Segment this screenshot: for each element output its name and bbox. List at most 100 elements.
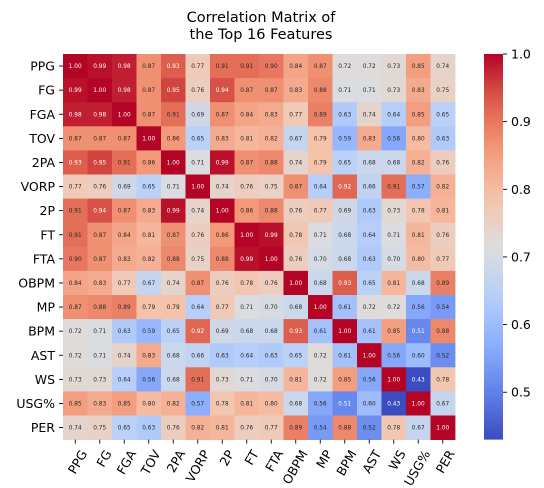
cell-value-label: 0.69 bbox=[216, 329, 229, 335]
heatmap-cell bbox=[87, 295, 113, 320]
heatmap-cell bbox=[406, 367, 431, 392]
heatmap-cell bbox=[308, 102, 333, 127]
heatmap-cell bbox=[332, 270, 358, 296]
heatmap-cell bbox=[283, 102, 309, 127]
cell-value-label: 0.68 bbox=[167, 353, 180, 359]
cell-value-label: 0.43 bbox=[412, 377, 425, 383]
cell-value-label: 0.79 bbox=[314, 160, 327, 166]
cell-value-label: 0.76 bbox=[216, 281, 229, 287]
heatmap-cell bbox=[259, 415, 284, 440]
heatmap-cell bbox=[210, 174, 235, 199]
cell-value-label: 0.98 bbox=[69, 112, 82, 118]
heatmap-cell bbox=[210, 246, 235, 272]
cell-value-label: 0.84 bbox=[240, 112, 253, 118]
cell-value-label: 0.85 bbox=[338, 377, 351, 383]
x-tick-label: FT bbox=[241, 447, 261, 467]
cell-value-label: 0.70 bbox=[387, 257, 400, 263]
heatmap-cell bbox=[308, 246, 333, 272]
cell-value-label: 0.85 bbox=[412, 112, 425, 118]
heatmap-cell bbox=[63, 150, 88, 175]
cell-value-label: 1.00 bbox=[118, 112, 131, 118]
heatmap-cell bbox=[161, 270, 186, 296]
heatmap-cell bbox=[210, 415, 235, 440]
heatmap-cell bbox=[210, 150, 235, 175]
cell-value-label: 0.87 bbox=[69, 305, 82, 311]
heatmap-cell bbox=[161, 415, 186, 440]
cell-value-label: 0.56 bbox=[142, 377, 155, 383]
heatmap-cell bbox=[430, 270, 456, 296]
heatmap-cell bbox=[332, 246, 358, 272]
heatmap-cell bbox=[136, 150, 162, 175]
cell-value-label: 0.88 bbox=[167, 257, 180, 263]
cell-value-label: 1.00 bbox=[142, 136, 155, 142]
cell-value-label: 0.68 bbox=[240, 329, 253, 335]
heatmap-cell bbox=[185, 174, 211, 199]
heatmap-cell bbox=[136, 367, 162, 392]
cell-value-label: 0.82 bbox=[191, 426, 204, 432]
heatmap-cell bbox=[381, 222, 407, 248]
heatmap-cell bbox=[63, 367, 88, 392]
cell-value-label: 0.70 bbox=[265, 305, 278, 311]
cell-value-label: 0.72 bbox=[363, 64, 376, 70]
heatmap-cell bbox=[259, 174, 284, 199]
cell-value-label: 0.71 bbox=[363, 88, 376, 94]
heatmap-cell bbox=[161, 126, 186, 151]
cell-value-label: 0.88 bbox=[436, 329, 449, 335]
heatmap-cell bbox=[87, 222, 113, 248]
cell-value-label: 1.00 bbox=[363, 353, 376, 359]
heatmap-cell bbox=[357, 415, 382, 440]
cell-value-label: 0.83 bbox=[93, 401, 106, 407]
cell-value-label: 0.80 bbox=[142, 401, 155, 407]
y-tick-label: 2P bbox=[40, 203, 56, 218]
heatmap-cell bbox=[332, 198, 358, 224]
heatmap-cell bbox=[259, 391, 284, 416]
heatmap-cell bbox=[136, 270, 162, 296]
heatmap-cell bbox=[381, 343, 407, 368]
x-tick-label: MP bbox=[313, 447, 335, 471]
y-tick-label: FT bbox=[40, 227, 55, 242]
heatmap-cell bbox=[283, 126, 309, 151]
cell-value-label: 0.77 bbox=[436, 257, 449, 263]
heatmap-cell bbox=[161, 391, 186, 416]
cell-value-label: 0.87 bbox=[142, 112, 155, 118]
cell-value-label: 0.65 bbox=[289, 353, 302, 359]
heatmap-cell bbox=[430, 367, 456, 392]
heatmap-cell bbox=[357, 295, 382, 320]
cell-value-label: 0.81 bbox=[216, 426, 229, 432]
heatmap-cell bbox=[308, 126, 333, 151]
heatmap-cell bbox=[406, 270, 431, 296]
heatmap-cell bbox=[308, 367, 333, 392]
heatmap-cell bbox=[210, 126, 235, 151]
y-tick-label: AST bbox=[31, 348, 55, 363]
heatmap-cell bbox=[63, 343, 88, 368]
cell-value-label: 0.63 bbox=[363, 209, 376, 215]
cell-value-label: 0.63 bbox=[338, 112, 351, 118]
cell-value-label: 0.57 bbox=[412, 185, 425, 191]
heatmap-cell bbox=[381, 78, 407, 103]
cell-value-label: 0.87 bbox=[142, 64, 155, 70]
x-tick-label: 2P bbox=[216, 447, 237, 468]
heatmap-cell bbox=[308, 319, 333, 344]
cell-value-label: 0.54 bbox=[436, 305, 449, 311]
heatmap-cell bbox=[112, 222, 137, 248]
cell-value-label: 0.86 bbox=[240, 209, 253, 215]
y-tick-label: FGA bbox=[30, 107, 56, 122]
cell-value-label: 0.74 bbox=[118, 353, 131, 359]
heatmap-cell bbox=[185, 319, 211, 344]
heatmap-cell bbox=[136, 198, 162, 224]
heatmap-cell bbox=[406, 126, 431, 151]
cell-value-label: 0.61 bbox=[338, 353, 351, 359]
heatmap-cell bbox=[185, 367, 211, 392]
heatmap-cell bbox=[406, 246, 431, 272]
cell-value-label: 0.76 bbox=[436, 233, 449, 239]
heatmap-cell bbox=[332, 295, 358, 320]
heatmap-cell bbox=[308, 198, 333, 224]
cell-value-label: 0.81 bbox=[436, 209, 449, 215]
heatmap-cell bbox=[234, 78, 260, 103]
heatmap-cell bbox=[406, 391, 431, 416]
cell-value-label: 1.00 bbox=[338, 329, 351, 335]
cell-value-label: 1.00 bbox=[69, 64, 82, 70]
heatmap-cell bbox=[259, 198, 284, 224]
heatmap-cell bbox=[87, 126, 113, 151]
cell-value-label: 0.78 bbox=[412, 209, 425, 215]
